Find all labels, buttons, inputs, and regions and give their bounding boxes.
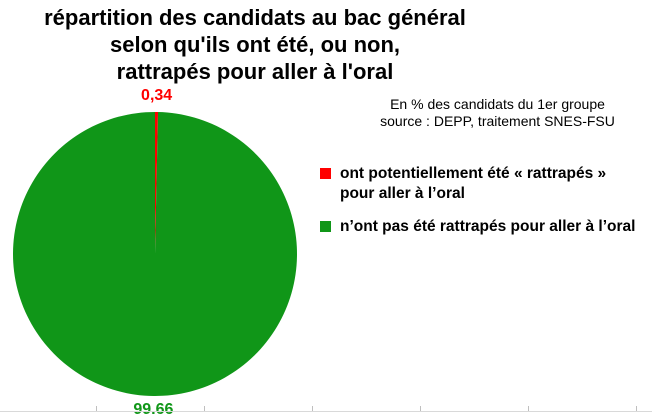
axis-tick	[420, 406, 421, 411]
bottom-axis-line	[0, 411, 652, 412]
chart-title-line-1: répartition des candidats au bac général	[44, 5, 466, 30]
legend-swatch-green	[320, 221, 331, 232]
legend-swatch-red	[320, 168, 331, 179]
legend-item-non-rattrapes: n’ont pas été rattrapés pour aller à l’o…	[318, 217, 650, 237]
legend: ont potentiellement été « rattrapés » po…	[318, 164, 650, 237]
axis-tick	[528, 406, 529, 411]
chart-title-line-3: rattrapés pour aller à l'oral	[116, 59, 394, 84]
axis-tick	[96, 406, 97, 411]
chart-subtitle: En % des candidats du 1er groupe source …	[355, 96, 640, 130]
legend-label-non-rattrapes: n’ont pas été rattrapés pour aller à l’o…	[340, 218, 636, 235]
chart-title: répartition des candidats au bac général…	[0, 4, 510, 85]
axis-tick	[204, 406, 205, 411]
chart-subtitle-line-1: En % des candidats du 1er groupe	[390, 96, 605, 112]
data-label-0: 0,34	[141, 87, 172, 104]
legend-label-rattrapes: ont potentiellement été « rattrapés » po…	[340, 165, 607, 202]
pie-slice-0	[155, 112, 159, 254]
data-label-1: 99,66	[133, 401, 173, 414]
legend-item-rattrapes: ont potentiellement été « rattrapés » po…	[318, 164, 650, 204]
pie-slice-1	[13, 112, 298, 397]
chart-title-line-2: selon qu'ils ont été, ou non,	[109, 32, 400, 57]
axis-tick	[636, 406, 637, 411]
axis-tick	[312, 406, 313, 411]
chart-subtitle-line-2: source : DEPP, traitement SNES-FSU	[380, 113, 615, 129]
